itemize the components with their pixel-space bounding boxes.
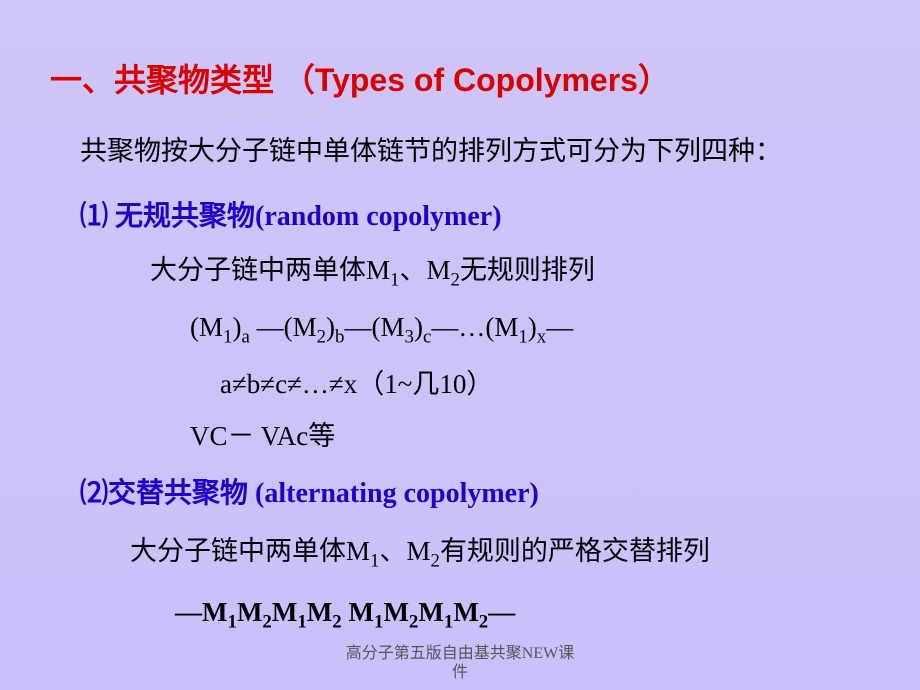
seq-s6: 2 — [409, 611, 418, 632]
seq-s8: 2 — [479, 611, 488, 632]
footer-line1: 高分子第五版自由基共聚NEW课 — [0, 644, 920, 663]
s1-desc-prefix: 大分子链中两单体M — [150, 255, 390, 285]
s2-desc-suffix: 有规则的严格交替排列 — [440, 536, 710, 566]
f-m3: (M — [372, 312, 405, 342]
section1-condition: a≠b≠c≠…≠x（1~几10） — [220, 366, 870, 402]
seq-m4: M — [307, 597, 332, 627]
seq-m1: M — [202, 597, 227, 627]
seq-s2: 2 — [262, 611, 271, 632]
slide-content: 一、共聚物类型 （Types of Copolymers） 共聚物按大分子链中单… — [0, 0, 920, 635]
f-s3: 3 — [405, 326, 414, 347]
slide-heading: 一、共聚物类型 （Types of Copolymers） — [50, 55, 870, 101]
section1-heading: ⑴ 无规共聚物(random copolymer) — [80, 194, 870, 234]
f-b: b — [335, 326, 344, 347]
section1-formula: (M1)a —(M2)b—(M3)c—…(M1)x— — [190, 309, 870, 350]
heading-english: Types of Copolymers — [315, 62, 638, 98]
section2-heading: ⑵交替共聚物 (alternating copolymer) — [80, 471, 870, 511]
f-d2: — — [345, 312, 372, 342]
f-s4: 1 — [518, 326, 527, 347]
seq-m6: M — [383, 597, 408, 627]
section2-title-cn: 交替共聚物 — [108, 478, 248, 509]
f-d3: —… — [431, 312, 485, 342]
s1-desc-sep: 、M — [399, 255, 450, 285]
seq-s3: 1 — [297, 611, 306, 632]
f-m1: (M — [190, 312, 223, 342]
s1-desc-suffix: 无规则排列 — [460, 255, 595, 285]
s1-sub2: 2 — [450, 269, 459, 290]
section1-title-cn: 无规共聚物 — [115, 201, 255, 232]
seq-dash-l: — — [175, 597, 202, 627]
f-d1: — — [250, 312, 284, 342]
f-m4: (M — [485, 312, 518, 342]
seq-m7: M — [418, 597, 443, 627]
seq-m8: M — [453, 597, 478, 627]
seq-s4: 2 — [332, 611, 341, 632]
section2-sequence: —M1M2M1M2 M1M2M1M2— — [175, 594, 870, 635]
section1-example: VC－ VAc等 — [190, 418, 870, 454]
seq-s7: 1 — [444, 611, 453, 632]
s2-desc-sep: 、M — [379, 536, 430, 566]
s2-sub2: 2 — [430, 550, 439, 571]
section2-num: ⑵ — [80, 478, 108, 509]
heading-prefix: 一、共聚物类型 （ — [50, 62, 315, 98]
section1-num: ⑴ — [80, 201, 108, 232]
seq-m2: M — [237, 597, 262, 627]
seq-m3: M — [272, 597, 297, 627]
f-c2: ) — [326, 312, 335, 342]
seq-dash-r: — — [488, 597, 515, 627]
s2-desc-prefix: 大分子链中两单体M — [130, 536, 370, 566]
heading-suffix: ） — [638, 62, 670, 98]
section2-desc: 大分子链中两单体M1、M2有规则的严格交替排列 — [130, 533, 870, 574]
section1-title-en: (random copolymer) — [255, 201, 502, 232]
section2-title-en: (alternating copolymer) — [248, 478, 539, 509]
footer-line2: 件 — [0, 663, 920, 682]
f-s2: 2 — [317, 326, 326, 347]
intro-text: 共聚物按大分子链中单体链节的排列方式可分为下列四种： — [80, 129, 870, 168]
f-m2: (M — [284, 312, 317, 342]
f-x: x — [537, 326, 546, 347]
seq-sp — [342, 597, 349, 627]
f-c4: ) — [528, 312, 537, 342]
slide-footer: 高分子第五版自由基共聚NEW课 件 — [0, 644, 920, 682]
seq-m5: M — [349, 597, 374, 627]
seq-s1: 1 — [227, 611, 236, 632]
f-c3: ) — [414, 312, 423, 342]
f-d4: — — [546, 312, 573, 342]
f-a: a — [241, 326, 249, 347]
section1-desc: 大分子链中两单体M1、M2无规则排列 — [150, 252, 870, 293]
